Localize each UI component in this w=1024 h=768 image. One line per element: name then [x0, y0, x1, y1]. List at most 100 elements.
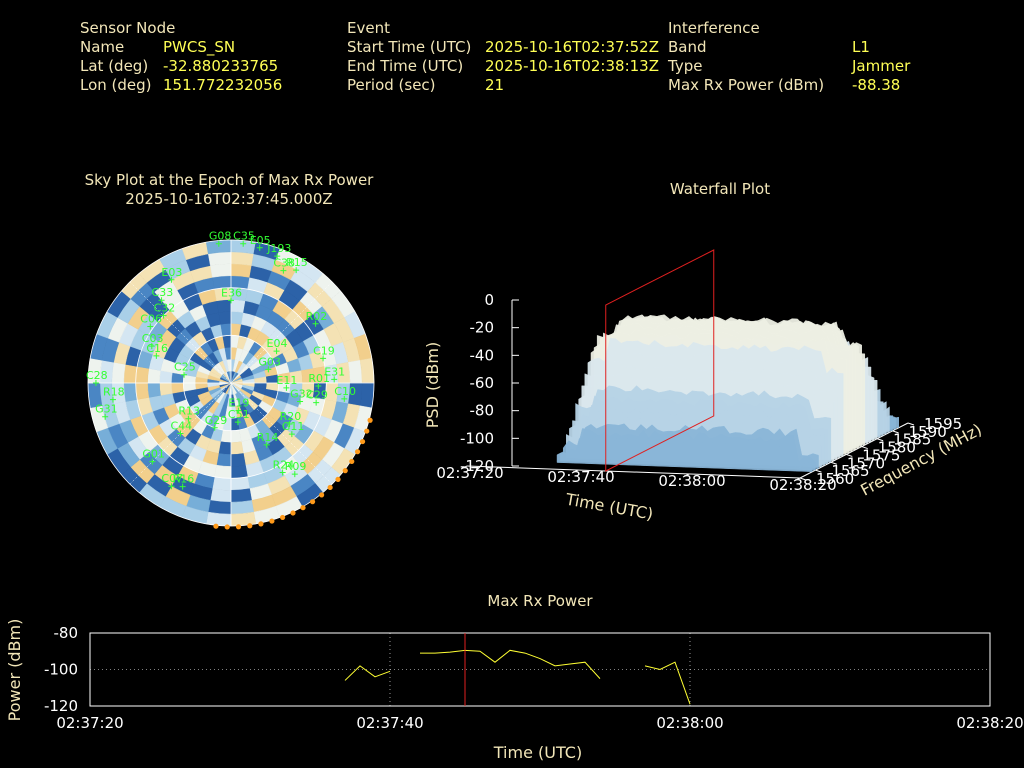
satellite-marker	[149, 458, 156, 465]
skyplot-cell	[218, 311, 232, 325]
maxpower-xtick-label: 02:38:20	[956, 714, 1023, 732]
skyplot-horizon-dot	[224, 524, 230, 530]
skyplot-horizon-dot	[290, 510, 296, 516]
waterfall-psd-tick-label: -60	[470, 374, 495, 392]
satellite-label: C16	[146, 342, 168, 355]
skyplot-horizon-dot	[359, 438, 366, 445]
skyplot-cell	[216, 453, 232, 467]
skyplot-cell	[230, 429, 242, 443]
skyplot-cell	[230, 441, 244, 455]
skyplot-cell	[230, 453, 246, 467]
skyplot-horizon-dot	[354, 449, 361, 455]
maxpower-ytick-label: -120	[44, 697, 78, 715]
satellite-label: R15	[286, 256, 308, 269]
satellite-label: G08	[209, 230, 232, 243]
satellite-label: E31	[324, 365, 345, 378]
waterfall-time-tick	[460, 465, 468, 470]
satellite-marker	[263, 441, 270, 448]
satellite-marker	[293, 267, 300, 274]
satellite-label: G11	[282, 420, 305, 433]
waterfall-psd-tick-label: -100	[460, 429, 494, 447]
maxpower-xlabel: Time (UTC)	[493, 743, 582, 762]
skyplot-cell	[210, 488, 232, 503]
waterfall-psd-tick-label: 0	[484, 291, 494, 309]
satellite-marker	[280, 267, 287, 274]
satellite-label: E11	[276, 374, 297, 387]
satellite-label: J193	[266, 242, 291, 255]
skyplot-cell	[147, 368, 161, 384]
skyplot-horizon-dot	[280, 514, 286, 521]
maxpower-series-line	[644, 661, 691, 705]
skyplot-subtitle: 2025-10-16T02:37:45.000Z	[125, 190, 333, 208]
satellite-marker	[320, 355, 327, 362]
waterfall-frequency-tick	[799, 477, 807, 481]
satellite-marker	[168, 276, 175, 283]
sensor-name-label: Name	[80, 38, 125, 56]
maxpower-title: Max Rx Power	[487, 592, 593, 610]
satellite-label: E03	[161, 266, 182, 279]
sensor-name-value: PWCS_SN	[163, 38, 236, 56]
skyplot-cell	[210, 263, 232, 278]
sensor-lon-value: 151.772232056	[163, 76, 283, 94]
event-period-label: Period (sec)	[347, 76, 436, 94]
waterfall-frequency-axis	[799, 422, 909, 479]
satellite-marker	[274, 253, 281, 260]
waterfall-time-tick-label: 02:37:40	[547, 468, 614, 486]
skyplot-cell	[208, 500, 232, 515]
satellite-marker	[109, 396, 116, 403]
satellite-marker	[283, 384, 290, 391]
skyplot-cell	[230, 488, 252, 503]
satellite-marker	[331, 376, 338, 383]
satellite-label: C33	[152, 286, 174, 299]
skyplot-cell	[359, 382, 375, 409]
skyplot-horizon-dot	[319, 492, 325, 498]
waterfall-zlabel: PSD (dBm)	[423, 342, 442, 428]
waterfall-frequency-tick	[907, 422, 915, 426]
maxpower-series-line	[420, 649, 601, 679]
interference-type-value: Jammer	[852, 57, 911, 75]
skyplot-cell	[230, 500, 254, 515]
sensor-lat-value: -32.880233765	[163, 57, 279, 75]
satellite-marker	[168, 483, 175, 490]
satellite-marker	[286, 421, 293, 428]
skyplot-cell	[205, 511, 232, 527]
satellite-label: R09	[285, 460, 307, 473]
skyplot-horizon-dot	[300, 505, 306, 511]
waterfall-strip	[556, 434, 813, 472]
satellite-marker	[102, 413, 109, 420]
waterfall-psd-tick-label: -20	[470, 319, 495, 337]
satellite-label: R18	[103, 386, 125, 399]
waterfall-time-tick-label: 02:38:00	[658, 472, 725, 490]
skyplot-cell	[111, 362, 126, 384]
event-end-label: End Time (UTC)	[347, 57, 464, 75]
waterfall-frequency-tick-label: 1565	[831, 462, 869, 480]
satellite-label: R02	[306, 310, 328, 323]
satellite-marker	[341, 395, 348, 402]
waterfall-psd-tick-label: -80	[470, 402, 495, 420]
skyplot-horizon-dot	[327, 484, 333, 491]
satellite-label: C28	[86, 369, 108, 382]
skyplot-cell	[135, 382, 150, 400]
satellite-marker	[240, 240, 247, 247]
skyplot-horizon-dot	[349, 458, 355, 465]
satellite-label: E36	[221, 286, 242, 299]
waterfall-frequency-tick-label: 1595	[924, 415, 962, 433]
skyplot-cell	[212, 476, 232, 491]
skyplot-cell	[159, 382, 173, 396]
skyplot-cell	[220, 323, 232, 337]
maxpower-ytick-label: -100	[44, 661, 78, 679]
maxpower-series-line	[344, 665, 391, 681]
waterfall-psd-tick-label: -40	[470, 346, 495, 364]
maxpower-xtick-label: 02:37:20	[56, 714, 123, 732]
waterfall-frequency-tick-label: 1575	[862, 446, 900, 464]
satellite-marker	[179, 483, 186, 490]
satellite-label: C19	[313, 344, 335, 357]
satellite-label: C06	[140, 312, 162, 325]
satellite-label: C29	[306, 389, 328, 402]
satellite-label: C51	[228, 408, 250, 421]
waterfall-title: Waterfall Plot	[669, 180, 771, 198]
skyplot-cell	[123, 382, 138, 402]
skyplot-horizon-dot	[335, 476, 341, 482]
